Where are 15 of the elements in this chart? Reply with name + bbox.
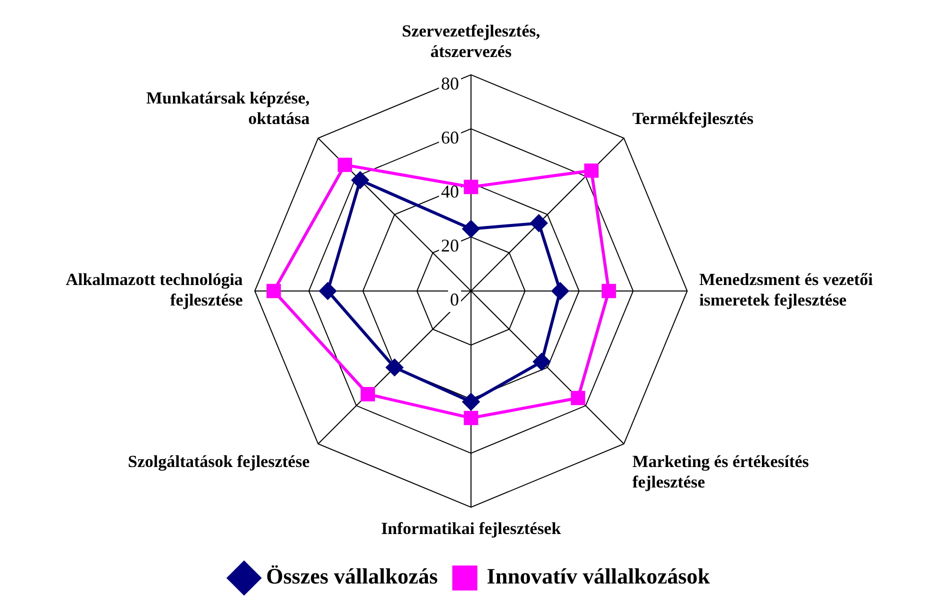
y-tick-label: 0 [450,290,459,310]
y-tick-label: 80 [441,74,459,94]
legend-label: Összes vállalkozás [266,564,438,589]
legend-label: Innovatív vállalkozások [486,564,711,589]
y-tick-label: 40 [441,182,459,202]
spoke-label: Alkalmazott technológia fejlesztése [66,270,244,310]
spoke-label: Menedzsment és vezetői ismeretek fejlesztése [699,270,874,310]
spoke-label: Munkatársak képzése, oktatása [146,88,310,128]
y-tick-label: 60 [441,128,459,148]
spoke-label: Termékfejlesztés [632,108,754,128]
spoke-label: Szolgáltatások fejlesztése [128,452,310,471]
y-tick-label: 20 [441,236,459,256]
spoke-label: Szervezetfejlesztés, átszervezés [402,22,540,61]
spoke-label: Informatikai fejlesztések [381,518,562,538]
spoke-label: Marketing és értékesítés fejlesztése [632,452,810,492]
